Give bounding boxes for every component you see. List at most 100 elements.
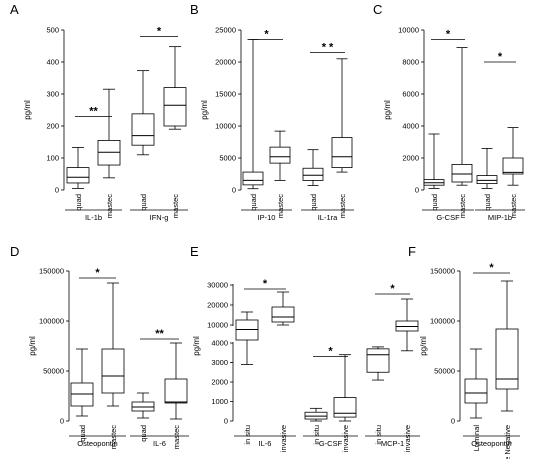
panel-e-significance-mark: *: [263, 278, 268, 290]
panel-c-y-tick-label: 8000: [402, 58, 419, 67]
panel-c-box-4: [502, 127, 524, 186]
panel-b-group-label: IP-10: [258, 213, 276, 222]
panel-d-box-1: [70, 348, 94, 417]
panel-a-y-tick-label: 300: [46, 90, 59, 99]
panel-b-box-iqr: [302, 167, 324, 181]
panel-e-letter: E: [190, 244, 199, 259]
panel-f-letter: F: [408, 244, 416, 259]
panel-c-significance-mark: *: [498, 51, 503, 63]
panel-a-category-label: quad: [74, 194, 83, 211]
panel-d-group-label: Osteopontin: [77, 439, 117, 448]
panel-e-category-label: in situ: [243, 425, 252, 445]
panel-a-letter: A: [10, 2, 19, 17]
panel-e-box-3: [304, 407, 328, 422]
panel-c-y-tick-label: 2000: [402, 154, 419, 163]
panel-a-group-label: IFN-g: [150, 213, 169, 222]
panel-d-y-label: pg/ml: [28, 336, 37, 356]
panel-e-y-tick-label: 3000: [211, 358, 228, 367]
panel-d-box-4: [164, 342, 188, 420]
panel-b-significance-mark: * *: [322, 41, 334, 53]
panel-e-significance-mark: *: [390, 283, 395, 295]
panel-a-box-iqr: [131, 113, 155, 146]
panel-b-category-label: quad: [309, 194, 318, 211]
panel-c-category-label: quad: [430, 194, 439, 211]
panel-e-category-label: invasive: [279, 425, 288, 452]
panel-d-significance-mark: **: [155, 328, 164, 340]
panel-f-category-label: Luminal: [472, 425, 481, 452]
panel-b-y-tick-label: 15000: [215, 90, 236, 99]
panel-c-box-2: [451, 47, 473, 186]
panel-e-y-tick-label: 20000: [207, 301, 228, 310]
panel-d-letter: D: [10, 244, 19, 259]
panel-e-box-iqr: [333, 397, 357, 418]
panel-f-box-iqr: [464, 378, 488, 404]
panel-a-significance-mark: *: [157, 25, 162, 37]
panel-e-group-label: G-CSF: [319, 439, 343, 448]
panel-e-y-tick-label: 30000: [207, 281, 228, 290]
panel-d-category-label: mastec: [109, 425, 118, 449]
panel-c-group-label: G-CSF: [436, 213, 460, 222]
panel-c-box-iqr: [476, 175, 498, 185]
panel-b-box-iqr: [269, 146, 291, 164]
panel-b-category-label: quad: [249, 194, 258, 211]
panel-c-y-tick-label: 6000: [402, 90, 419, 99]
panel-f-y-tick-label: 150000: [430, 267, 455, 276]
panel-a-category-label: mastec: [171, 194, 180, 218]
panel-e-significance-mark: *: [328, 346, 333, 358]
panel-b-y-tick-label: 10000: [215, 122, 236, 131]
panel-b-box-4: [331, 58, 353, 173]
panel-c-box-1: [423, 133, 445, 189]
panel-a-y-tick-label: 500: [46, 26, 59, 35]
panel-e-y-tick-label: 10000: [207, 321, 228, 330]
panel-e-category-label: in situ: [312, 425, 321, 445]
panel-e-category-label: in situ: [374, 425, 383, 445]
panel-c-y-label: pg/ml: [383, 100, 392, 120]
panel-a-box-1: [66, 147, 90, 189]
panel-a-y-tick-label: 0: [55, 186, 59, 195]
panel-d-y-tick-label: 0: [60, 417, 64, 426]
panel-f-y-tick-label: 0: [451, 417, 455, 426]
panel-c-y-tick-label: 4000: [402, 122, 419, 131]
panel-a-box-3: [131, 70, 155, 156]
panel-b-category-label: mastec: [338, 194, 347, 218]
panel-d-group-label: IL-6: [153, 439, 166, 448]
panel-c-box-iqr: [451, 163, 473, 183]
panel-a-significance-mark: **: [89, 105, 98, 117]
panel-e-y-tick-label: 0: [224, 417, 228, 426]
panel-d-y-tick-label: 100000: [39, 317, 64, 326]
panel-e-group-label: IL-6: [259, 439, 272, 448]
panel-f-box-2: [495, 280, 519, 412]
panel-e-box-6: [395, 298, 419, 352]
panel-a-y-tick-label: 200: [46, 122, 59, 131]
panel-b-box-2: [269, 130, 291, 181]
panel-f-box-1: [464, 348, 488, 419]
panel-e-category-label: invasive: [341, 425, 350, 452]
panel-b-letter: B: [190, 2, 199, 17]
panel-e-box-5: [366, 346, 390, 381]
panel-b-group-label: IL-1ra: [318, 213, 338, 222]
panel-e-y-tick-label: 4000: [211, 339, 228, 348]
panel-c-category-label: mastec: [458, 194, 467, 218]
panel-d-box-3: [131, 392, 155, 419]
panel-b-y-tick-label: 25000: [215, 26, 236, 35]
panel-f-box-iqr: [495, 328, 519, 390]
panel-b-y-tick-label: 5000: [219, 154, 236, 163]
panel-a-category-label: quad: [139, 194, 148, 211]
panel-e-y-label: pg/ml: [192, 336, 201, 356]
panel-a-box-4: [163, 46, 187, 130]
panel-b-box-iqr: [331, 137, 353, 169]
panel-a-box-iqr: [66, 167, 90, 184]
panel-d-box-2: [101, 282, 125, 407]
panel-f-y-tick-label: 100000: [430, 317, 455, 326]
panel-a-y-label: pg/ml: [23, 100, 32, 120]
panel-c-y-tick-label: 0: [415, 186, 419, 195]
panel-f-y-label: pg/ml: [419, 336, 428, 356]
panel-c-letter: C: [373, 2, 382, 17]
panel-c-category-label: mastec: [509, 194, 518, 218]
panel-a-y-tick-label: 400: [46, 58, 59, 67]
panel-b-box-3: [302, 149, 324, 186]
panel-d-box-iqr: [164, 378, 188, 404]
panel-d-significance-mark: *: [95, 267, 100, 279]
panel-e-box-iqr: [366, 348, 390, 373]
